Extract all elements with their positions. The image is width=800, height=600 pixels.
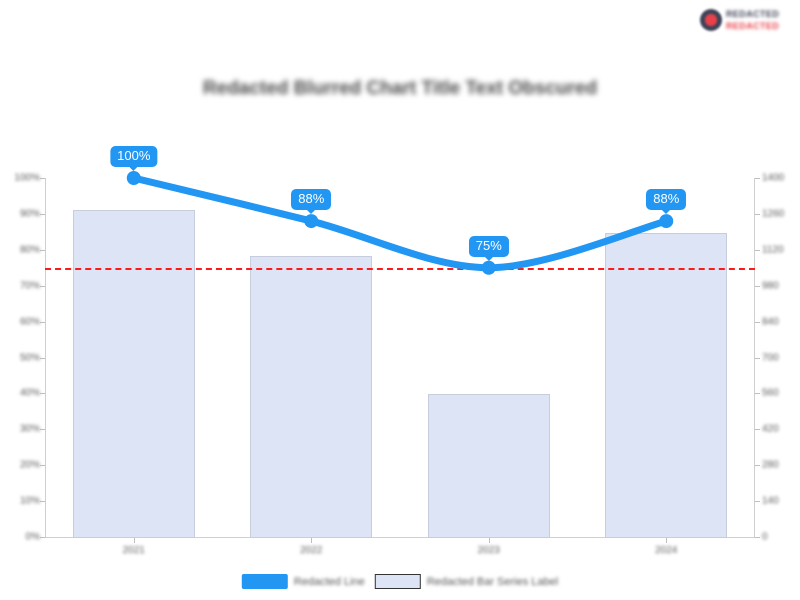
y-axis-left-tick-mark: [40, 285, 45, 287]
y-axis-left-tick-label: 0%: [25, 531, 40, 543]
y-axis-left-tick-label: 20%: [19, 459, 40, 471]
legend-line-swatch-icon: [241, 574, 288, 589]
y-axis-right-tick-mark: [755, 178, 760, 179]
data-label-2021: 100%: [110, 146, 158, 167]
y-axis-right-tick-label: 1260: [762, 208, 785, 220]
x-axis-tick-mark: [666, 538, 668, 543]
y-axis-right-tick-label: 280: [762, 459, 779, 471]
y-axis-right-tick-label: 560: [762, 387, 779, 399]
legend-item-line[interactable]: Redacted Line: [241, 574, 365, 589]
data-label-2024: 88%: [646, 189, 687, 211]
y-axis-left-tick-label: 40%: [19, 387, 40, 399]
brand-logo: REDACTED REDACTED: [700, 4, 792, 36]
y-axis-right-tick-label: 140: [762, 495, 779, 507]
y-axis-right-tick-label: 1120: [762, 244, 784, 256]
logo-mark-icon: [700, 9, 722, 31]
chart-title: Redacted Blurred Chart Title Text Obscur…: [202, 78, 598, 99]
plot-area: [45, 178, 755, 538]
legend-item-bar[interactable]: Redacted Bar Series Label: [374, 574, 559, 589]
y-axis-left-tick-mark: [40, 465, 45, 467]
data-label-2022: 88%: [291, 189, 332, 211]
legend-bar-swatch-icon: [374, 574, 421, 589]
x-axis-tick-mark: [133, 538, 135, 543]
y-axis-right-tick-mark: [755, 393, 760, 395]
y-axis-right-tick-label: 700: [762, 352, 779, 363]
y-axis-left-tick-mark: [40, 213, 45, 215]
x-axis-tick-mark: [488, 538, 490, 543]
y-axis-left-tick-label: 60%: [19, 316, 40, 328]
y-axis-right-tick-label: 0: [762, 531, 768, 543]
y-axis-left-tick-mark: [40, 321, 45, 323]
x-axis-tick-label: 2023: [477, 545, 500, 556]
logo-line-primary: REDACTED: [726, 9, 780, 19]
y-axis-left-tick-label: 80%: [19, 244, 40, 256]
y-axis-left-tick-mark: [40, 393, 45, 395]
y-axis-right-tick-label: 980: [762, 280, 779, 292]
reference-line: [45, 267, 755, 270]
y-axis-right-tick-mark: [755, 213, 760, 215]
y-axis-right-tick-mark: [755, 249, 760, 251]
data-label-2023: 75%: [468, 235, 509, 257]
y-axis-right-tick-label: 420: [762, 423, 779, 435]
legend-label-bar: Redacted Bar Series Label: [426, 575, 559, 588]
y-axis-right-tick-mark: [755, 357, 760, 359]
x-axis-line: [45, 537, 755, 538]
y-axis-left-tick-mark: [40, 537, 45, 538]
y-axis-right-tick-label: 840: [762, 316, 779, 328]
y-axis-left-tick-label: 90%: [19, 208, 40, 220]
logo-line-secondary: REDACTED: [726, 21, 780, 31]
bar-2023[interactable]: [427, 394, 550, 538]
y-axis-left-tick-label: 30%: [19, 423, 40, 435]
y-axis-right-tick-mark: [755, 501, 760, 503]
y-axis-right-tick-mark: [755, 285, 760, 287]
chart-legend: Redacted Line Redacted Bar Series Label: [233, 570, 567, 593]
y-axis-right-tick-mark: [755, 429, 760, 431]
y-axis-right-tick-mark: [755, 537, 760, 538]
y-axis-left-tick-mark: [40, 178, 45, 179]
legend-label-line: Redacted Line: [293, 575, 365, 588]
y-axis-left-tick-label: 10%: [19, 495, 40, 507]
y-axis-right-tick-mark: [755, 465, 760, 467]
y-axis-left-tick-mark: [40, 249, 45, 251]
x-axis-tick-mark: [311, 538, 313, 543]
y-axis-left-tick-label: 100%: [14, 172, 40, 184]
y-axis-right-line: [754, 178, 755, 538]
y-axis-left-tick-mark: [40, 501, 45, 503]
y-axis-left-tick-mark: [40, 429, 45, 431]
x-axis-tick-label: 2024: [655, 545, 678, 556]
y-axis-right-tick-label: 1400: [762, 172, 785, 184]
logo-text: REDACTED REDACTED: [726, 9, 779, 31]
bar-2024[interactable]: [605, 232, 728, 538]
bar-2022[interactable]: [250, 255, 373, 538]
x-axis-tick-label: 2022: [300, 545, 323, 556]
y-axis-left-tick-mark: [40, 357, 45, 359]
y-axis-left-tick-label: 50%: [19, 352, 40, 363]
y-axis-left-line: [45, 178, 46, 538]
y-axis-right-tick-mark: [755, 321, 760, 323]
x-axis-tick-label: 2021: [122, 545, 145, 556]
bar-2021[interactable]: [72, 209, 195, 538]
y-axis-left-tick-label: 70%: [19, 280, 40, 292]
